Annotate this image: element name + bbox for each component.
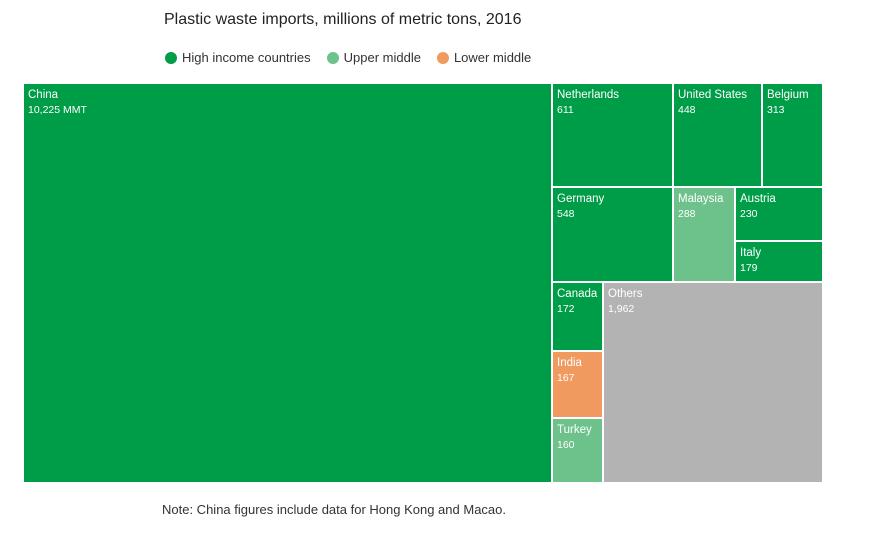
treemap-value-austria: 230 [740,208,758,220]
treemap-value-germany: 548 [557,208,575,220]
treemap-value-united-states: 448 [678,104,696,116]
treemap-label-turkey: Turkey [557,424,592,436]
treemap-value-turkey: 160 [557,439,575,451]
treemap-label-china: China [28,89,59,101]
treemap-cell-germany: Germany 548 [552,187,673,282]
legend-item-upper-middle: Upper middle [326,50,421,65]
treemap-cell-china: China 10,225 MMT [23,83,552,483]
treemap-cell-malaysia: Malaysia 288 [673,187,735,282]
treemap-label-austria: Austria [740,193,776,205]
treemap: China 10,225 MMT Netherlands 611 United Stat… [23,83,823,483]
treemap-cell-austria: Austria 230 [735,187,823,241]
treemap-value-china: 10,225 MMT [28,104,87,116]
chart-title: Plastic waste imports, millions of metri… [164,11,522,28]
treemap-cell-netherlands: Netherlands 611 [552,83,673,187]
legend-label-upper-middle: Upper middle [343,50,421,65]
treemap-cell-united-states: United States 448 [673,83,762,187]
legend-swatch-lower-middle [436,51,449,64]
treemap-label-others: Others [608,288,643,300]
treemap-label-germany: Germany [557,193,605,205]
treemap-label-netherlands: Netherlands [557,89,620,101]
treemap-value-malaysia: 288 [678,208,696,220]
treemap-value-canada: 172 [557,303,575,315]
treemap-value-others: 1,962 [608,303,635,315]
legend-item-lower-middle: Lower middle [436,50,532,65]
treemap-label-india: India [557,357,582,369]
legend: High income countries Upper middle Lower… [165,50,547,65]
treemap-value-netherlands: 611 [557,104,574,116]
treemap-label-canada: Canada [557,288,598,300]
treemap-cell-india: India 167 [552,351,603,418]
treemap-value-india: 167 [557,372,575,384]
treemap-label-italy: Italy [740,247,762,259]
treemap-label-malaysia: Malaysia [678,193,724,205]
legend-label-lower-middle: Lower middle [453,50,532,65]
treemap-cell-turkey: Turkey 160 [552,418,603,483]
treemap-cell-canada: Canada 172 [552,282,603,351]
chart-note: Note: China figures include data for Hon… [162,502,506,517]
treemap-cell-others: Others 1,962 [603,282,823,483]
treemap-value-belgium: 313 [767,104,785,116]
treemap-cell-belgium: Belgium 313 [762,83,823,187]
treemap-label-united-states: United States [678,89,748,101]
legend-swatch-high-income [165,51,177,64]
treemap-cell-italy: Italy 179 [735,241,823,282]
treemap-label-belgium: Belgium [767,89,809,101]
legend-item-high-income: High income countries [165,50,311,65]
treemap-value-italy: 179 [740,262,758,274]
legend-label-high-income: High income countries [182,50,311,65]
legend-swatch-upper-middle [326,51,339,64]
